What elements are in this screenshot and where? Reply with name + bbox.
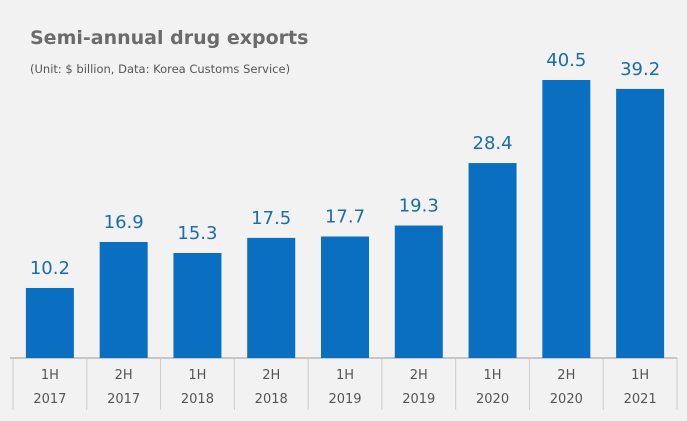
value-label: 17.5: [251, 208, 291, 229]
bar: [468, 163, 517, 358]
x-tick-label: 1H 2019: [328, 368, 362, 407]
bar: [247, 237, 296, 358]
bar: [394, 225, 443, 358]
x-tick-label: 1H 2020: [476, 368, 510, 407]
value-label: 16.9: [104, 212, 144, 233]
x-tick-label: 1H 2018: [180, 368, 214, 407]
bar: [542, 80, 591, 358]
bar: [321, 236, 369, 358]
x-tick-label: 2H 2019: [402, 368, 436, 407]
x-tick-label: 1H 2017: [33, 368, 67, 407]
value-label: 19.3: [399, 196, 439, 217]
x-tick-label: 2H 2020: [549, 368, 583, 407]
bar: [173, 252, 222, 358]
value-label: 10.2: [30, 258, 70, 279]
value-label: 15.3: [177, 223, 217, 244]
bar: [99, 241, 148, 358]
x-tick-label: 2H 2018: [254, 368, 288, 407]
value-label: 39.2: [620, 59, 660, 80]
x-tick-label: 1H 2021: [623, 368, 657, 407]
chart-subtitle: (Unit: $ billion, Data: Korea Customs Se…: [30, 62, 290, 76]
value-label: 40.5: [546, 50, 586, 71]
chart-title: Semi-annual drug exports: [30, 27, 308, 49]
value-label: 28.4: [473, 133, 513, 154]
bar: [616, 88, 665, 358]
bar: [25, 287, 74, 358]
x-tick-label: 2H 2017: [107, 368, 141, 407]
value-label: 17.7: [325, 207, 365, 228]
